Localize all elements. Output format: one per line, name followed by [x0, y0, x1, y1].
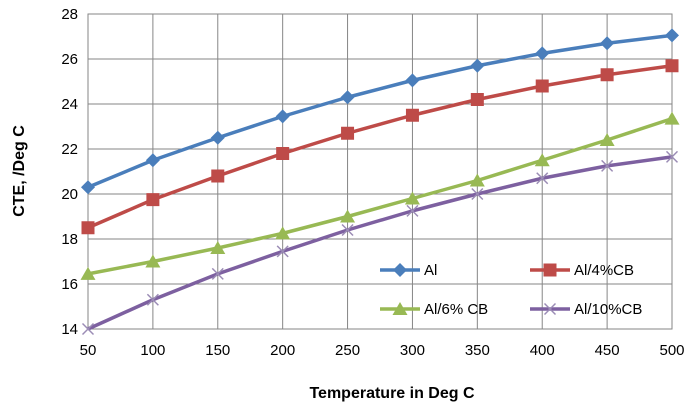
data-point — [146, 193, 160, 207]
data-point — [211, 267, 224, 280]
data-point — [470, 58, 485, 73]
data-point — [470, 93, 484, 106]
data-point — [469, 173, 485, 187]
series-1 — [81, 59, 679, 235]
axis-ticks: 50 100 150 200 250 300 350 400 450 500 14 16 18 20 22 2… — [61, 6, 684, 359]
y-tick-label: 28 — [61, 6, 78, 23]
x-tick-label: 350 — [465, 342, 490, 359]
gridlines — [87, 13, 673, 330]
data-point — [80, 266, 96, 280]
y-axis-title: CTE, /Deg C — [11, 125, 28, 217]
data-point — [405, 73, 420, 88]
data-point — [535, 46, 550, 61]
data-point — [601, 159, 614, 172]
data-point — [81, 322, 95, 336]
data-point — [534, 153, 550, 167]
data-point — [405, 108, 419, 122]
legend-swatch-marker — [543, 263, 557, 277]
data-point — [210, 241, 226, 254]
x-tick-label: 200 — [270, 342, 295, 359]
series-line — [87, 155, 673, 331]
data-point — [81, 221, 95, 235]
legend-item: Al/6% CB — [380, 301, 488, 318]
series-0 — [81, 28, 679, 195]
legend-swatch-marker — [392, 302, 408, 315]
data-point — [340, 90, 355, 105]
data-point — [406, 204, 419, 217]
x-tick-label: 400 — [530, 342, 555, 359]
data-point — [341, 223, 354, 237]
data-point — [276, 147, 290, 160]
data-point — [275, 109, 290, 124]
legend-item: Al/10%CB — [530, 301, 642, 318]
data-point — [471, 187, 484, 201]
data-point — [664, 111, 680, 125]
data-point — [275, 226, 291, 240]
data-point — [210, 130, 225, 145]
plot-area — [87, 13, 673, 330]
legend-swatch-marker — [543, 302, 557, 316]
data-point — [665, 59, 679, 73]
y-tick-label: 16 — [61, 276, 78, 293]
legend: Al Al/4%CB Al/6% CB Al/10%CB — [380, 262, 642, 318]
y-tick-label: 26 — [61, 51, 78, 68]
x-tick-label: 250 — [335, 342, 360, 359]
data-point — [665, 28, 679, 43]
y-tick-label: 20 — [61, 186, 78, 203]
data-point — [145, 254, 161, 268]
data-point — [81, 180, 95, 195]
legend-label: Al/6% CB — [424, 301, 488, 318]
x-tick-label: 100 — [140, 342, 165, 359]
x-tick-label: 300 — [400, 342, 425, 359]
series-3 — [81, 150, 679, 336]
series-layer — [80, 28, 680, 336]
data-point — [211, 169, 225, 183]
legend-swatch-marker — [393, 263, 407, 277]
series-2 — [80, 111, 680, 280]
data-point — [276, 245, 289, 258]
x-tick-label: 150 — [205, 342, 230, 359]
y-tick-label: 14 — [61, 321, 78, 338]
series-line — [87, 33, 673, 189]
y-tick-label: 18 — [61, 231, 78, 248]
data-point — [404, 191, 420, 205]
legend-item: Al — [380, 262, 437, 279]
legend-item: Al/4%CB — [530, 262, 634, 279]
x-tick-label: 500 — [659, 342, 684, 359]
y-tick-label: 22 — [61, 141, 78, 158]
data-point — [536, 172, 549, 185]
x-tick-label: 450 — [595, 342, 620, 359]
data-point — [341, 126, 355, 140]
data-point — [145, 153, 160, 168]
series-line — [87, 116, 673, 276]
data-point — [535, 79, 549, 93]
legend-label: Al/4%CB — [574, 262, 634, 279]
data-point — [340, 209, 356, 223]
x-tick-label: 50 — [80, 342, 97, 359]
legend-label: Al/10%CB — [574, 301, 642, 318]
x-axis-title: Temperature in Deg C — [309, 385, 475, 402]
series-line — [87, 64, 673, 230]
data-point — [665, 150, 679, 163]
data-point — [599, 133, 615, 146]
data-point — [600, 36, 615, 51]
data-point — [600, 68, 614, 82]
y-tick-label: 24 — [61, 96, 78, 113]
legend-label: Al — [424, 262, 437, 279]
data-point — [146, 293, 159, 306]
